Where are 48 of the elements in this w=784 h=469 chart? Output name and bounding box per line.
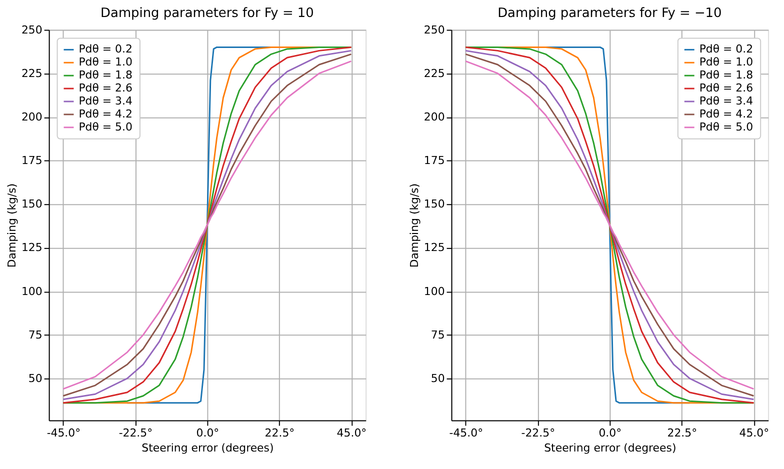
legend-label: Pdθ = 4.2 — [699, 107, 754, 120]
chart-title: Damping parameters for Fy = 10 — [100, 6, 314, 21]
y-tick-label: 225 — [21, 66, 42, 80]
legend-label: Pdθ = 1.8 — [78, 68, 132, 82]
y-tick-label: 250 — [21, 23, 42, 36]
y-tick-label: 125 — [424, 241, 445, 254]
y-tick-label: 225 — [424, 66, 445, 80]
y-tick-label: 100 — [424, 284, 445, 298]
y-tick-label: 75 — [28, 328, 42, 342]
y-tick-label: 200 — [21, 110, 42, 124]
y-axis-title: Damping (kg/s) — [5, 183, 18, 268]
y-tick-label: 75 — [430, 328, 445, 342]
x-tick-label: 45.0° — [739, 426, 770, 440]
x-tick-label: 22.5° — [264, 426, 295, 440]
y-axis-title: Damping (kg/s) — [408, 183, 421, 268]
legend-label: Pdθ = 2.6 — [699, 82, 754, 95]
x-axis-title: Steering error (degrees) — [544, 442, 676, 455]
y-tick-label: 50 — [430, 372, 445, 385]
x-tick-label: -22.5° — [118, 426, 153, 440]
x-tick-label: -22.5° — [521, 426, 556, 440]
y-tick-label: 200 — [424, 110, 445, 124]
y-tick-label: 175 — [21, 154, 42, 168]
legend-label: Pdθ = 2.6 — [78, 82, 132, 95]
x-axis-title: Steering error (degrees) — [142, 442, 274, 455]
x-tick-label: 0.0° — [196, 426, 220, 440]
legend-label: Pdθ = 0.2 — [699, 42, 754, 56]
y-tick-label: 150 — [424, 198, 445, 211]
x-tick-label: -45.0° — [46, 426, 81, 440]
legend-label: Pdθ = 1.8 — [699, 68, 754, 82]
legend-label: Pdθ = 5.0 — [699, 120, 754, 134]
y-tick-label: 175 — [424, 154, 445, 168]
legend-label: Pdθ = 3.4 — [78, 94, 132, 108]
x-tick-label: 0.0° — [598, 426, 622, 440]
legend-label: Pdθ = 0.2 — [78, 42, 132, 56]
chart-title: Damping parameters for Fy = −10 — [498, 6, 722, 21]
legend-label: Pdθ = 3.4 — [699, 94, 754, 108]
legend-label: Pdθ = 1.0 — [699, 56, 754, 69]
y-tick-label: 125 — [21, 241, 42, 254]
legend-label: Pdθ = 5.0 — [78, 120, 132, 134]
y-tick-label: 100 — [21, 284, 42, 298]
y-tick-label: 50 — [28, 372, 42, 385]
legend-label: Pdθ = 4.2 — [78, 107, 132, 120]
legend-label: Pdθ = 1.0 — [78, 56, 132, 69]
x-tick-label: 22.5° — [667, 426, 698, 440]
y-tick-label: 250 — [424, 23, 445, 36]
x-tick-label: -45.0° — [449, 426, 484, 440]
y-tick-label: 150 — [21, 198, 42, 211]
x-tick-label: 45.0° — [336, 426, 367, 440]
